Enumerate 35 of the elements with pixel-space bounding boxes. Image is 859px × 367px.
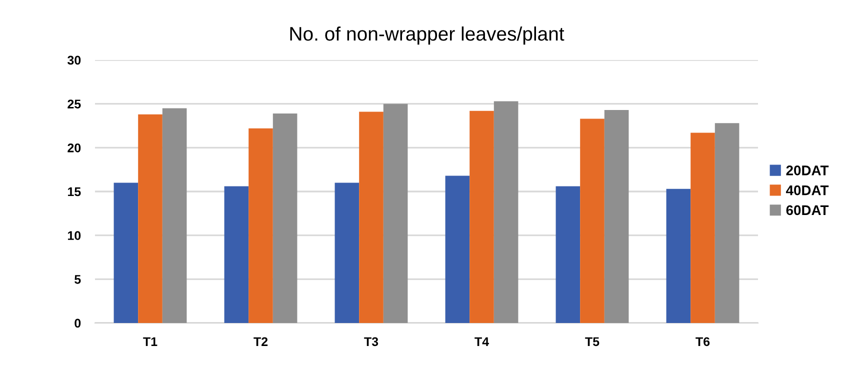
- bar: [556, 186, 580, 323]
- bar: [114, 182, 138, 323]
- y-tick-label: 15: [68, 187, 81, 196]
- bar: [494, 101, 518, 323]
- bar: [138, 114, 162, 323]
- x-tick-label: T6: [696, 337, 710, 346]
- bar: [714, 123, 740, 323]
- y-tick-label: 10: [68, 231, 81, 240]
- bar: [248, 128, 273, 323]
- bar: [666, 188, 691, 323]
- legend-label: 40DAT: [786, 185, 829, 196]
- legend-label: 20DAT: [786, 166, 829, 176]
- y-tick-label: 30: [67, 56, 81, 65]
- bar: [359, 112, 384, 323]
- bar: [690, 132, 715, 323]
- bar: [162, 108, 187, 323]
- bar: [445, 176, 470, 323]
- legend-label: 60DAT: [786, 205, 829, 216]
- x-tick-label: T5: [585, 337, 600, 346]
- bar: [470, 110, 494, 323]
- x-tick-label: T2: [254, 337, 268, 346]
- bar: [224, 186, 249, 323]
- y-tick-label: 20: [68, 143, 81, 152]
- y-tick-label: 25: [68, 100, 81, 108]
- bar: [604, 110, 629, 323]
- bar: [383, 104, 408, 323]
- bar: [334, 182, 360, 323]
- x-tick-label: T3: [364, 337, 378, 346]
- bar: [272, 113, 298, 323]
- x-tick-label: T1: [143, 337, 158, 346]
- bar: [580, 118, 604, 323]
- y-tick-label: 5: [74, 275, 81, 284]
- chart-title: No. of non-wrapper leaves/plant: [290, 26, 564, 45]
- x-tick-label: T4: [474, 337, 489, 346]
- y-tick-label: 0: [74, 318, 81, 328]
